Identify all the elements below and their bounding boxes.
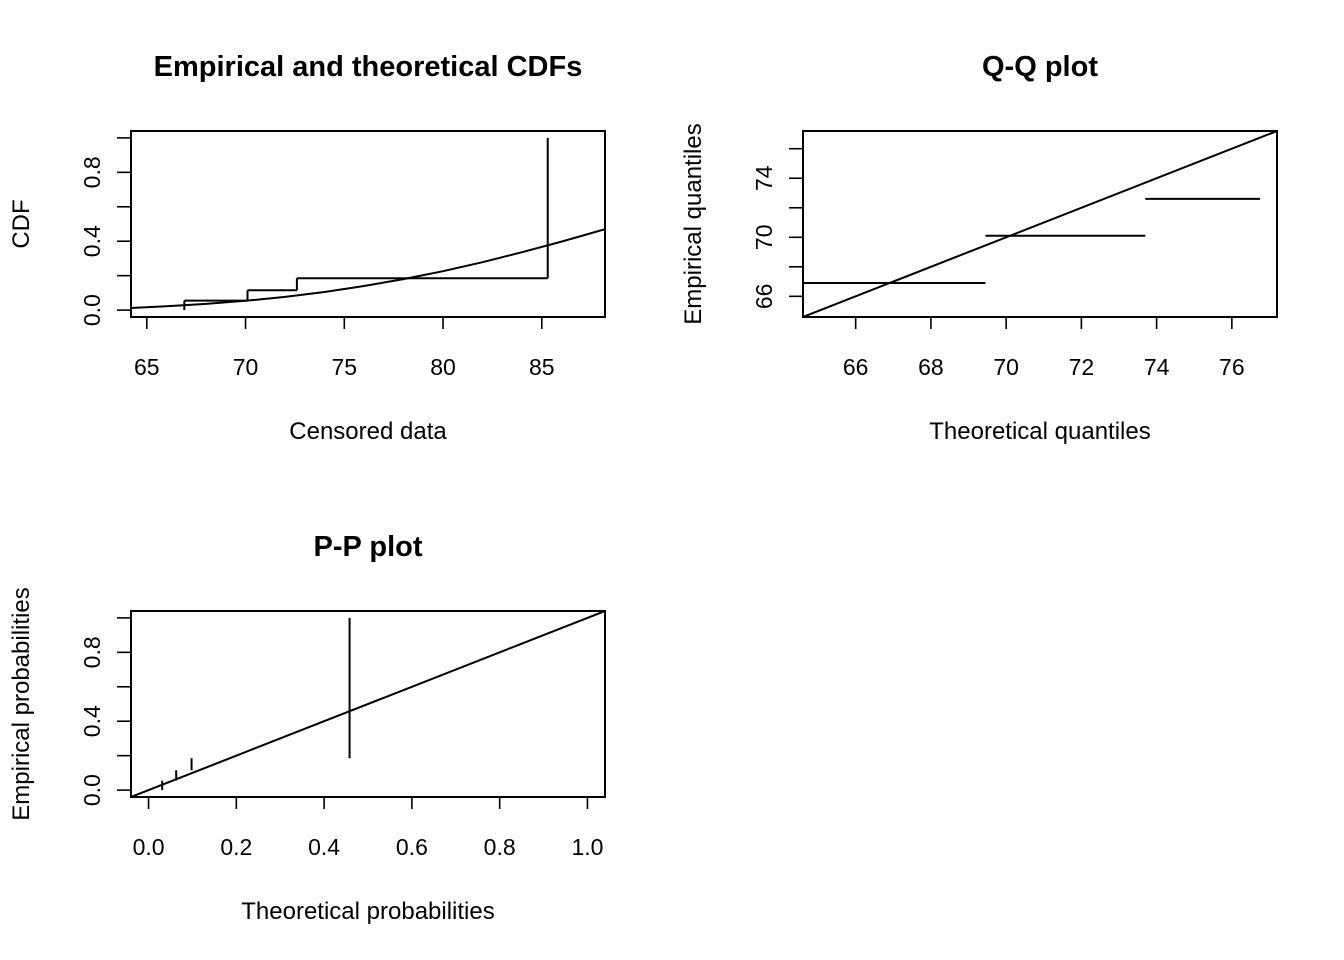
qq-x-tick-label: 70 <box>993 354 1019 380</box>
cdf-x-tick-label: 85 <box>529 354 555 380</box>
qq-x-tick-label: 74 <box>1144 354 1170 380</box>
qq-marks: 66 68 70 72 74 76 66 70 74 <box>751 131 1277 380</box>
qq-panel: Q-Q plot Theoretical quantiles Empirical… <box>680 51 1278 445</box>
pp-y-axis-label: Empirical probabilities <box>8 587 35 820</box>
cdf-marks: 65 70 75 80 85 0.0 0.4 0.8 <box>79 137 605 380</box>
cdf-panel: Empirical and theoretical CDFs Censored … <box>8 51 606 445</box>
pp-x-axis-label: Theoretical probabilities <box>241 898 494 925</box>
cdf-x-tick-label: 70 <box>233 354 259 380</box>
pp-x-tick-label: 0.8 <box>484 834 516 860</box>
cdf-x-tick-label: 75 <box>332 354 358 380</box>
qq-title: Q-Q plot <box>982 51 1098 83</box>
cdf-theoretical-cdf-curve <box>131 228 605 309</box>
pp-abline-segment <box>131 611 605 797</box>
qq-abline-segment <box>803 131 1277 317</box>
cdf-plot-frame <box>130 130 606 318</box>
qq-x-axis-label: Theoretical quantiles <box>929 418 1150 445</box>
pp-y-tick-label: 0.4 <box>79 705 105 737</box>
qq-y-tick-label: 66 <box>751 284 777 310</box>
pp-x-tick-label: 0.2 <box>220 834 252 860</box>
pp-x-tick-label: 0.6 <box>396 834 428 860</box>
pp-y-tick-label: 0.8 <box>79 636 105 668</box>
pp-x-tick-label: 1.0 <box>571 834 603 860</box>
pp-marks: 0.0 0.2 0.4 0.6 0.8 1.0 0.0 0.4 0.8 <box>79 611 605 860</box>
pp-panel: P-P plot Theoretical probabilities Empir… <box>8 531 606 925</box>
qq-y-axis-label: Empirical quantiles <box>680 123 707 324</box>
qq-x-tick-label: 72 <box>1069 354 1095 380</box>
cdf-title: Empirical and theoretical CDFs <box>154 51 583 83</box>
cdf-x-tick-label: 65 <box>134 354 160 380</box>
qq-x-tick-label: 66 <box>843 354 869 380</box>
cdf-x-axis-label: Censored data <box>289 418 447 445</box>
pp-x-tick-label: 0.0 <box>133 834 165 860</box>
cdf-x-tick-label: 80 <box>430 354 456 380</box>
cdf-y-tick-label: 0.8 <box>79 156 105 188</box>
cdf-y-axis-label: CDF <box>8 199 35 248</box>
qq-y-tick-label: 74 <box>751 165 777 191</box>
pp-x-tick-label: 0.4 <box>308 834 340 860</box>
pp-title: P-P plot <box>313 531 422 563</box>
cdf-y-tick-label: 0.0 <box>79 294 105 326</box>
qq-x-tick-label: 76 <box>1219 354 1245 380</box>
pp-y-tick-label: 0.0 <box>79 774 105 806</box>
cdf-y-tick-label: 0.4 <box>79 225 105 257</box>
qq-x-tick-label: 68 <box>918 354 944 380</box>
qq-y-tick-label: 70 <box>751 224 777 250</box>
